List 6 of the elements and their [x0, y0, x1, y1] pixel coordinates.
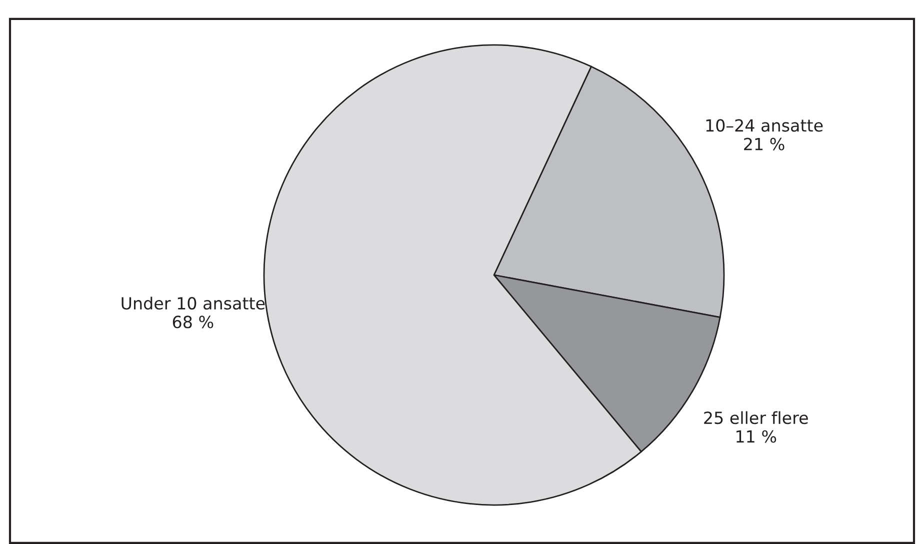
slice-label: Under 10 ansatte	[122, 296, 265, 310]
data-label: 21 %	[744, 138, 784, 150]
slice-label: 10–24 ansatte	[706, 119, 823, 132]
slice-label: 25 eller flere	[704, 411, 808, 424]
data-label: 68 %	[172, 316, 214, 328]
data-label: 11 %	[736, 430, 776, 443]
